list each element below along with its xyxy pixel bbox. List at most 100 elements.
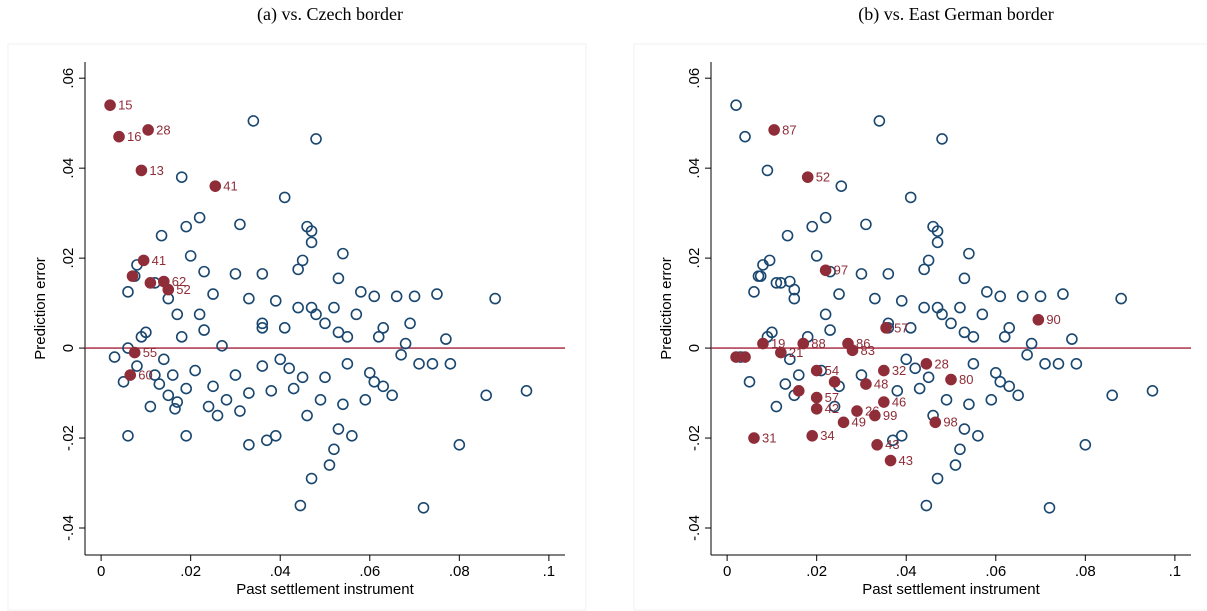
point [837, 416, 850, 429]
point-label: 28 [934, 356, 948, 371]
point [920, 358, 933, 370]
point [920, 499, 933, 512]
point [781, 229, 794, 242]
point [256, 317, 269, 330]
y-tick-label: .06 [686, 68, 703, 89]
point [788, 283, 801, 296]
point [390, 290, 403, 303]
point [122, 429, 134, 442]
point [936, 133, 948, 145]
point [884, 454, 897, 467]
point [368, 376, 381, 388]
point [278, 191, 291, 204]
point [1070, 358, 1083, 370]
x-tick-label: .08 [1075, 563, 1096, 580]
point [158, 353, 170, 366]
point [269, 429, 282, 442]
point-label: 13 [149, 163, 163, 178]
point [166, 369, 179, 381]
point [1057, 288, 1069, 300]
point [1003, 380, 1016, 393]
point [144, 277, 157, 289]
point [922, 254, 935, 267]
point [1016, 290, 1029, 303]
point [945, 373, 957, 386]
point [310, 133, 322, 145]
point [940, 394, 953, 406]
point [323, 459, 336, 471]
point [229, 268, 242, 280]
point [135, 164, 148, 177]
point [963, 398, 975, 411]
point [949, 459, 962, 471]
plot-background [7, 43, 587, 611]
y-tick-label: .02 [60, 248, 77, 269]
point [819, 264, 832, 277]
point [328, 301, 340, 314]
point [292, 263, 304, 276]
point [775, 277, 787, 289]
point [301, 409, 313, 422]
point [180, 382, 192, 395]
point [806, 220, 818, 233]
point [801, 171, 814, 183]
point [819, 211, 832, 224]
point-label: 54 [825, 363, 839, 378]
point [243, 438, 255, 451]
point [994, 290, 1007, 303]
plot-background [633, 43, 1207, 611]
point [184, 250, 197, 262]
point [137, 254, 150, 267]
point [256, 322, 269, 334]
point [918, 301, 930, 314]
point [1079, 438, 1092, 451]
point [171, 308, 184, 321]
point-label: 41 [152, 253, 166, 268]
point [922, 371, 935, 384]
point [869, 292, 881, 305]
point [377, 380, 390, 393]
point [337, 247, 349, 260]
point [775, 346, 787, 359]
point [234, 218, 246, 231]
point [207, 380, 219, 393]
point [431, 288, 443, 300]
point [368, 290, 381, 303]
point-label: 43 [885, 437, 899, 452]
point [207, 288, 219, 300]
point [976, 308, 989, 321]
y-tick-label: -.02 [60, 425, 77, 451]
y-tick-label: -.02 [686, 425, 703, 451]
point [763, 254, 776, 267]
point [806, 429, 818, 442]
point [1039, 358, 1051, 370]
point [278, 322, 291, 334]
point [730, 99, 742, 111]
point [243, 387, 255, 399]
point-label: 48 [874, 377, 888, 392]
point [878, 396, 890, 408]
y-tick-label: .02 [686, 248, 703, 269]
point [1003, 322, 1016, 334]
point [846, 344, 859, 357]
point-label: 52 [816, 170, 830, 185]
point [954, 443, 966, 456]
point [193, 308, 206, 321]
point [202, 400, 215, 413]
point [256, 268, 269, 280]
point [171, 396, 184, 408]
point-label: 60 [138, 368, 152, 383]
point-label: 90 [1046, 312, 1060, 327]
point [314, 394, 327, 406]
point [855, 369, 868, 381]
point [260, 434, 273, 447]
point-label: 57 [894, 320, 908, 335]
point [426, 358, 439, 370]
point [175, 171, 188, 183]
point [967, 331, 980, 343]
point [828, 400, 841, 413]
point [860, 218, 872, 231]
y-tick-label: .04 [60, 158, 77, 179]
point [784, 353, 796, 366]
